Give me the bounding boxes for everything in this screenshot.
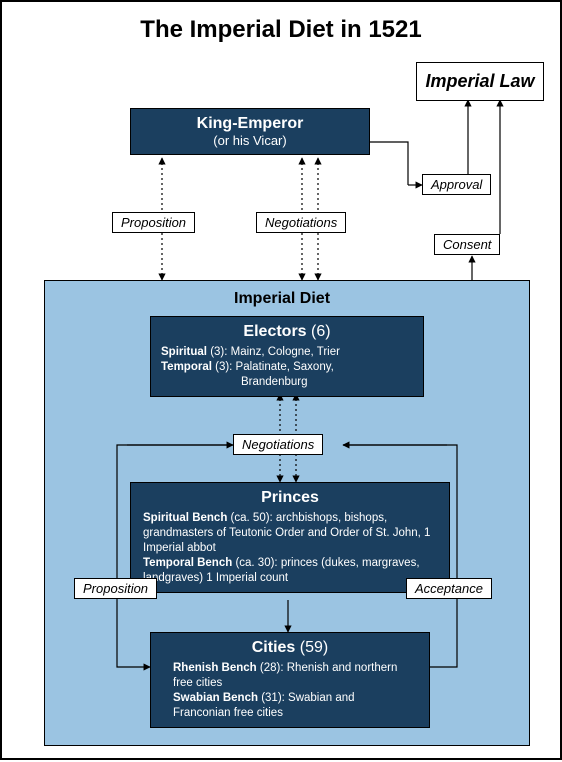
cities-head: Cities bbox=[252, 639, 296, 656]
electors-head: Electors bbox=[243, 323, 306, 340]
electors-l3: Brandenburg bbox=[161, 375, 308, 390]
cities-box: Cities (59) Rhenish Bench (28): Rhenish … bbox=[150, 632, 430, 728]
electors-count: (6) bbox=[311, 323, 331, 340]
acceptance-box: Acceptance bbox=[406, 578, 492, 599]
negotiations-mid-label: Negotiations bbox=[242, 437, 314, 452]
king-emperor-sub: (or his Vicar) bbox=[141, 133, 359, 148]
electors-l2n: (3): Palatinate, Saxony, bbox=[212, 361, 334, 373]
electors-l1n: (3): Mainz, Cologne, Trier bbox=[207, 346, 340, 358]
proposition-top-label: Proposition bbox=[121, 215, 186, 230]
cities-l2b: Swabian Bench bbox=[173, 692, 258, 704]
princes-box: Princes Spiritual Bench (ca. 50): archbi… bbox=[130, 482, 450, 593]
imperial-law-box: Imperial Law bbox=[416, 62, 544, 101]
consent-label: Consent bbox=[443, 237, 491, 252]
cities-count: (59) bbox=[300, 639, 328, 656]
king-emperor-box: King-Emperor (or his Vicar) bbox=[130, 108, 370, 155]
diet-label: Imperial Diet bbox=[234, 290, 330, 308]
negotiations-mid-box: Negotiations bbox=[233, 434, 323, 455]
negotiations-top-box: Negotiations bbox=[256, 212, 346, 233]
electors-l1b: Spiritual bbox=[161, 346, 207, 358]
page-title: The Imperial Diet in 1521 bbox=[2, 16, 560, 44]
electors-box: Electors (6) Spiritual (3): Mainz, Colog… bbox=[150, 316, 424, 397]
imperial-law-label: Imperial Law bbox=[425, 71, 534, 91]
princes-l2b: Temporal Bench bbox=[143, 557, 232, 569]
proposition-bottom-box: Proposition bbox=[74, 578, 157, 599]
approval-label: Approval bbox=[431, 177, 482, 192]
cities-l1b: Rhenish Bench bbox=[173, 662, 257, 674]
princes-head: Princes bbox=[261, 489, 319, 506]
princes-l1b: Spiritual Bench bbox=[143, 512, 227, 524]
negotiations-top-label: Negotiations bbox=[265, 215, 337, 230]
approval-box: Approval bbox=[422, 174, 491, 195]
electors-l2b: Temporal bbox=[161, 361, 212, 373]
proposition-bottom-label: Proposition bbox=[83, 581, 148, 596]
proposition-top-box: Proposition bbox=[112, 212, 195, 233]
consent-box: Consent bbox=[434, 234, 500, 255]
acceptance-label: Acceptance bbox=[415, 581, 483, 596]
king-emperor-head: King-Emperor bbox=[141, 115, 359, 133]
